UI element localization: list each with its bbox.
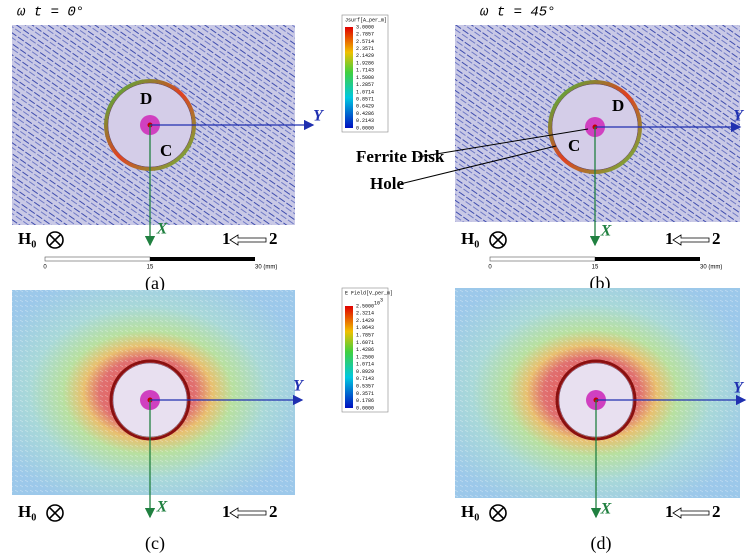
legend-value: 1.9643	[356, 325, 374, 331]
legend-value: 2.5000	[356, 303, 374, 309]
legend-value: 0.4286	[356, 111, 374, 117]
point-d: D	[612, 96, 624, 115]
legend-value: 0.5357	[356, 383, 374, 389]
legend-value: 0.8929	[356, 369, 374, 375]
field-symbol-cross	[48, 233, 62, 247]
y-axis-label: Y	[733, 380, 744, 397]
scale-bar-black	[595, 257, 700, 261]
callout: Ferrite Disk	[356, 147, 445, 166]
legend-title: Jsurf[A_per_m]	[345, 17, 387, 23]
x-axis-label: X	[156, 221, 168, 238]
field-symbol-cross	[491, 233, 505, 247]
legend-value: 1.0714	[356, 89, 374, 95]
port-arrow	[229, 507, 267, 519]
scale-bar-white	[44, 256, 151, 262]
legend-value: 1.5000	[356, 75, 374, 81]
scale-tick: 30 (mm)	[255, 265, 277, 271]
legend-exponent: 3	[380, 297, 383, 303]
legend-value: 1.2857	[356, 82, 374, 88]
legend-exponent-base: 10	[374, 300, 380, 306]
legend-value: 0.6429	[356, 104, 374, 110]
legend-value: 1.2500	[356, 354, 374, 360]
port-to: 2	[269, 502, 278, 521]
field-label: H₀	[18, 502, 36, 521]
field-symbol-cross	[491, 506, 505, 520]
field-symbol-cross	[48, 506, 62, 520]
x-axis-label: X	[156, 499, 168, 516]
point-c: C	[568, 136, 580, 155]
field-label: H₀	[461, 229, 479, 248]
legend-value: 2.1429	[356, 318, 374, 324]
panel-caption: (d)	[591, 533, 612, 554]
field-symbol	[46, 231, 64, 249]
callout-line	[399, 145, 557, 185]
legend-value: 0.0000	[356, 405, 374, 411]
y-axis-label: Y	[733, 108, 744, 125]
port-to: 2	[269, 229, 278, 248]
panel-caption: (c)	[145, 533, 165, 554]
legend-value: 1.7857	[356, 332, 374, 338]
legend-value: 0.2143	[356, 118, 374, 124]
callout-line	[417, 128, 589, 158]
legend-value: 1.0714	[356, 362, 374, 368]
legend-value: 0.0000	[356, 125, 374, 131]
legend-value: 1.7143	[356, 68, 374, 74]
phase: ω t = 45°	[480, 5, 556, 21]
legend-value: 2.3571	[356, 46, 374, 52]
callout: Hole	[370, 174, 404, 193]
x-axis-label: X	[600, 223, 612, 240]
scale-tick: 0	[488, 265, 492, 271]
y-axis-label: Y	[313, 108, 324, 125]
field-label: H₀	[18, 229, 36, 248]
legend-colorbar	[345, 306, 353, 408]
legend-value: 1.9286	[356, 60, 374, 66]
field-symbol	[489, 504, 507, 522]
x-axis-label: X	[600, 501, 612, 518]
point-d: D	[140, 89, 152, 108]
port-arrow	[672, 507, 710, 519]
port-from: 1	[665, 229, 674, 248]
legend-value: 0.1786	[356, 398, 374, 404]
port-arrow	[672, 234, 710, 246]
legend-value: 0.7143	[356, 376, 374, 382]
legend-value: 2.1429	[356, 53, 374, 59]
legend-value: 1.6071	[356, 340, 374, 346]
field-symbol	[46, 504, 64, 522]
field-symbol	[489, 231, 507, 249]
legend-value: 3.0000	[356, 24, 374, 30]
scale-bar-black	[150, 257, 255, 261]
y-axis-label: Y	[293, 378, 304, 395]
port-from: 1	[222, 502, 231, 521]
panel-caption: (a)	[145, 273, 165, 294]
legend-colorbar	[345, 27, 353, 128]
scale-tick: 15	[147, 265, 154, 271]
legend-title: E Field[V_per_m]	[345, 290, 393, 296]
scale-tick: 15	[592, 265, 599, 271]
port-from: 1	[665, 502, 674, 521]
legend-value: 2.7857	[356, 32, 374, 38]
legend-value: 2.3214	[356, 311, 374, 317]
point-c: C	[160, 141, 172, 160]
scale-tick: 30 (mm)	[700, 265, 722, 271]
phase: ω t = 0°	[17, 5, 84, 21]
legend-value: 1.4286	[356, 347, 374, 353]
scale-bar-white	[489, 256, 596, 262]
port-from: 1	[222, 229, 231, 248]
port-to: 2	[712, 229, 721, 248]
scale-tick: 0	[43, 265, 47, 271]
legend-value: 2.5714	[356, 39, 374, 45]
port-to: 2	[712, 502, 721, 521]
legend-value: 0.8571	[356, 96, 374, 102]
field-label: H₀	[461, 502, 479, 521]
port-arrow	[229, 234, 267, 246]
legend-value: 0.3571	[356, 391, 374, 397]
